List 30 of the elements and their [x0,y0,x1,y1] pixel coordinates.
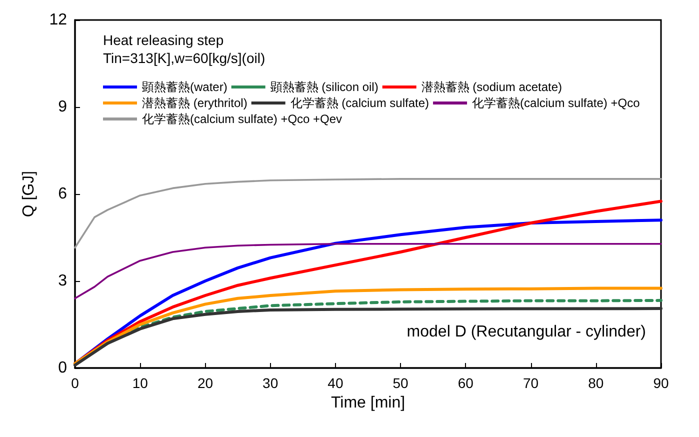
legend-label: 顕熱蓄熱(water) [141,80,228,94]
x-tick-label: 10 [132,375,148,391]
x-tick-label: 20 [197,375,214,391]
legend-label: 潜熱蓄熱 (sodium acetate) [421,80,562,94]
y-tick-label: 9 [58,98,68,116]
legend-label: 潜熱蓄熱 (erythritol) [142,96,248,110]
line-series [74,242,662,300]
x-tick-label: 40 [328,375,344,391]
y-tick-label: 3 [58,272,68,290]
x-tick-label: 30 [262,375,278,391]
x-tick-label: 50 [392,375,409,391]
legend-label: 顕熱蓄熱 (silicon oil) [269,80,378,94]
x-tick-label: 90 [653,375,669,391]
line-series [74,178,662,249]
annotation: model D (Recutangular - cylinder) [406,324,646,340]
line-series [74,286,662,366]
legend-label: 化学蓄熱(calcium sulfate) +Qco [472,96,640,110]
x-tick-label: 0 [71,375,80,391]
y-tick-label: 0 [58,360,68,376]
text: Tin=313[K],w=60[kg/s](oil) [103,50,266,66]
x-axis-title: Time [min] [330,394,406,412]
legend-label: 化学蓄熱 (calcium sulfate) [290,96,430,110]
y-tick-label: 6 [58,186,68,202]
y-axis-title: Q [GJ] [20,170,38,218]
x-tick-label: 80 [588,375,604,391]
y-tick-label: 12 [49,12,68,28]
x-tick-label: 60 [458,375,474,391]
text: Heat releasing step [103,32,224,48]
legend-label: 化学蓄熱(calcium sulfate) +Qco +Qev [142,112,342,126]
x-tick-label: 70 [522,375,539,391]
